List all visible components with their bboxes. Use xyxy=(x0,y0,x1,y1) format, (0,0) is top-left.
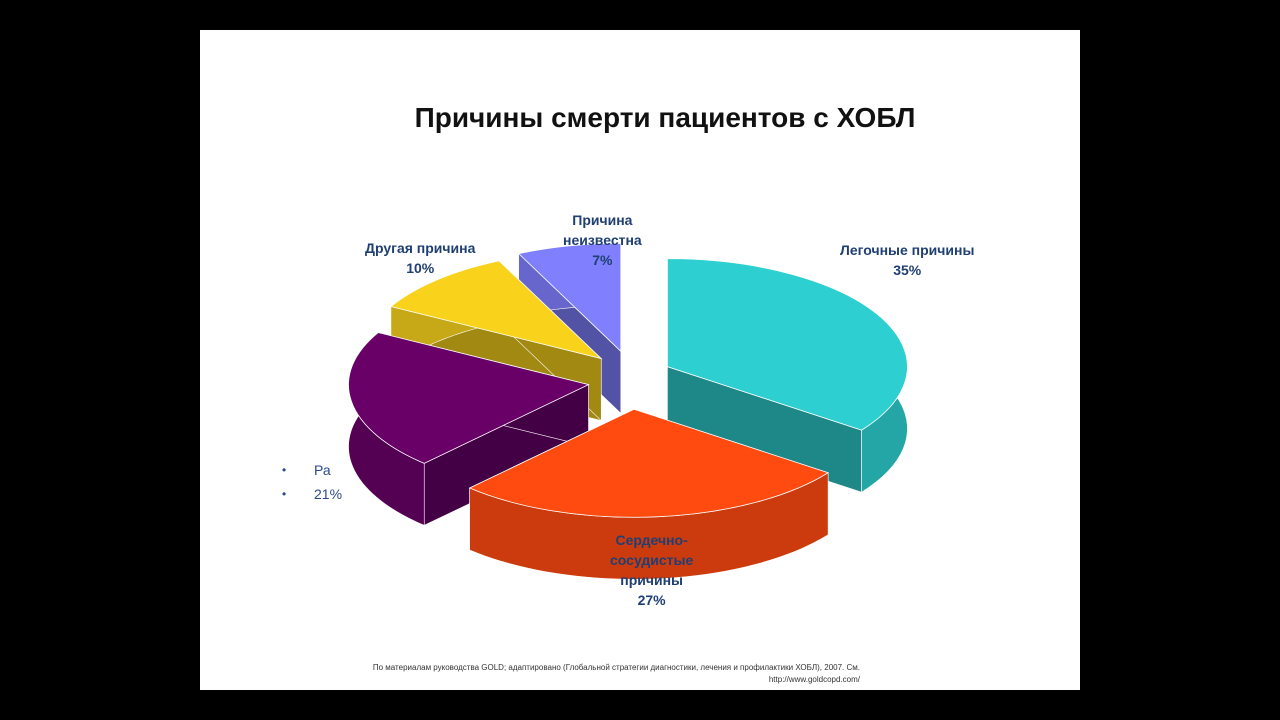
label-pulmonary-name: Легочные причины xyxy=(840,242,975,258)
label-cardio-value: 27% xyxy=(637,592,666,608)
label-cardio-name-2: сосудистые xyxy=(610,552,694,568)
label-unknown-name-1: Причина xyxy=(572,212,633,228)
legend-value: 21% xyxy=(314,486,343,502)
chart-title: Причины смерти пациентов с ХОБЛ xyxy=(414,102,916,133)
legend-row: • 21% xyxy=(282,482,342,506)
slice-pulmonary xyxy=(667,258,908,493)
label-pulmonary: Легочные причины 35% xyxy=(840,240,974,280)
label-unknown-name-2: неизвестна xyxy=(563,232,642,248)
legend-label: Ра xyxy=(314,462,331,478)
bullet-icon: • xyxy=(282,463,287,477)
label-cardio-name-1: Сердечно- xyxy=(615,532,688,548)
label-unknown-value: 7% xyxy=(592,252,613,268)
label-unknown: Причина неизвестна 7% xyxy=(563,210,642,270)
label-cardio: Сердечно- сосудистые причины 27% xyxy=(610,530,693,610)
bullet-icon: • xyxy=(282,487,287,501)
footnote-url: http://www.goldcopd.com/ xyxy=(768,675,860,684)
legend: • Ра • 21% xyxy=(282,458,342,506)
footnote: По материалам руководства GOLD; адаптиро… xyxy=(260,662,860,686)
slice-respiratory xyxy=(348,331,590,526)
legend-row: • Ра xyxy=(282,458,342,482)
pie-chart xyxy=(348,242,908,580)
slide: Причины смерти пациентов с ХОБЛ Легочные… xyxy=(200,30,1080,690)
label-cardio-name-3: причины xyxy=(620,572,684,588)
footnote-source: По материалам руководства GOLD; адаптиро… xyxy=(372,663,860,672)
label-other-name: Другая причина xyxy=(365,240,476,256)
label-other-value: 10% xyxy=(406,260,435,276)
slice-cardio xyxy=(468,408,830,580)
label-other: Другая причина 10% xyxy=(365,238,475,278)
label-pulmonary-value: 35% xyxy=(893,262,922,278)
